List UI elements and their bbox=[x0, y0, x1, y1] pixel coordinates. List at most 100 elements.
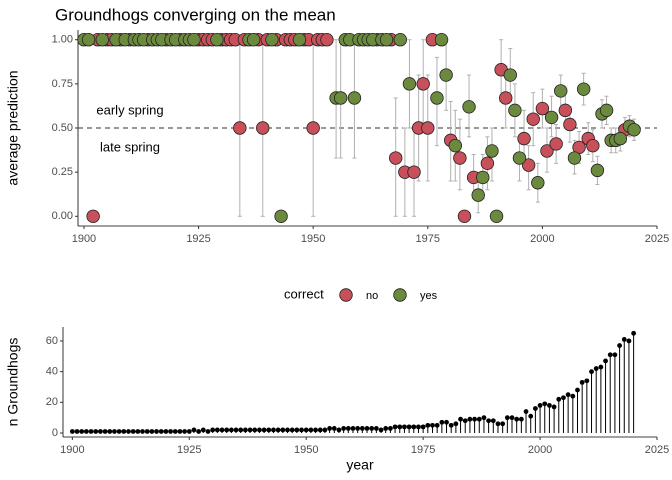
point bbox=[627, 123, 641, 137]
point bbox=[247, 427, 253, 433]
point bbox=[186, 429, 192, 434]
point bbox=[140, 429, 145, 434]
point bbox=[486, 418, 492, 424]
point bbox=[561, 395, 566, 401]
point bbox=[563, 117, 577, 132]
x-tick-label: 1900 bbox=[60, 444, 84, 456]
point bbox=[500, 421, 506, 427]
y-tick-label: 0.25 bbox=[52, 166, 73, 178]
point bbox=[177, 429, 183, 434]
point bbox=[294, 427, 300, 433]
point bbox=[612, 352, 618, 358]
y-tick-label: 0.75 bbox=[52, 78, 73, 90]
point bbox=[434, 33, 449, 47]
point bbox=[331, 426, 337, 431]
point bbox=[126, 429, 131, 434]
point bbox=[480, 156, 495, 171]
point bbox=[476, 170, 490, 185]
point bbox=[200, 427, 206, 433]
point bbox=[364, 426, 370, 431]
point bbox=[599, 103, 614, 118]
point bbox=[416, 424, 421, 430]
legend-label: yes bbox=[420, 290, 438, 302]
x-tick-label: 1925 bbox=[177, 444, 201, 456]
x-tick-label: 1975 bbox=[411, 444, 435, 456]
point bbox=[514, 416, 520, 422]
point bbox=[214, 427, 220, 433]
point bbox=[402, 424, 407, 430]
point bbox=[69, 429, 75, 434]
point bbox=[554, 84, 568, 98]
point bbox=[317, 427, 323, 433]
point bbox=[98, 429, 103, 434]
point bbox=[397, 424, 403, 430]
point bbox=[88, 429, 94, 434]
point bbox=[308, 427, 314, 433]
point bbox=[233, 121, 247, 135]
point bbox=[586, 138, 600, 153]
point bbox=[135, 429, 141, 434]
point bbox=[79, 429, 85, 434]
point bbox=[345, 426, 351, 431]
legend-label: no bbox=[366, 290, 378, 302]
point bbox=[526, 112, 540, 126]
point bbox=[430, 91, 444, 105]
point bbox=[517, 131, 531, 146]
y-tick-label: 40 bbox=[46, 366, 58, 378]
point bbox=[416, 77, 430, 91]
point bbox=[172, 429, 178, 434]
point bbox=[266, 427, 272, 433]
point bbox=[196, 429, 202, 434]
point bbox=[521, 158, 536, 172]
point bbox=[373, 426, 379, 431]
point bbox=[631, 330, 637, 336]
point bbox=[130, 429, 136, 434]
point bbox=[434, 422, 440, 428]
point bbox=[187, 33, 201, 47]
point bbox=[280, 427, 286, 433]
legend-swatch bbox=[393, 288, 407, 302]
x-tick-label: 1975 bbox=[416, 233, 440, 245]
point bbox=[467, 416, 473, 422]
point bbox=[81, 33, 96, 47]
point bbox=[508, 103, 522, 118]
y-tick-label: 0 bbox=[52, 427, 58, 439]
point bbox=[306, 121, 320, 135]
point bbox=[565, 392, 571, 398]
x-tick-label: 2000 bbox=[530, 233, 554, 245]
point bbox=[453, 421, 459, 427]
point bbox=[448, 422, 454, 428]
point bbox=[607, 352, 613, 358]
point bbox=[523, 409, 529, 414]
point bbox=[593, 366, 599, 371]
point bbox=[154, 429, 159, 434]
point bbox=[388, 426, 393, 431]
point bbox=[210, 33, 224, 47]
x-tick-label: 2025 bbox=[645, 444, 669, 456]
point bbox=[112, 429, 117, 434]
point bbox=[191, 427, 197, 433]
point bbox=[485, 144, 499, 158]
point bbox=[579, 379, 585, 385]
point bbox=[439, 68, 453, 82]
point bbox=[210, 427, 216, 433]
point bbox=[567, 151, 582, 165]
point bbox=[383, 426, 389, 431]
x-tick-label: 1950 bbox=[301, 233, 325, 245]
point bbox=[512, 151, 527, 165]
point bbox=[74, 429, 80, 434]
point bbox=[547, 402, 552, 408]
annotation: early spring bbox=[96, 102, 163, 117]
point bbox=[347, 91, 362, 105]
point bbox=[261, 427, 267, 433]
annotation: late spring bbox=[100, 139, 160, 154]
point bbox=[233, 427, 239, 433]
point bbox=[509, 415, 515, 421]
point bbox=[336, 427, 342, 433]
chart-title: Groundhogs converging on the mean bbox=[55, 5, 336, 24]
point bbox=[121, 429, 127, 434]
point bbox=[476, 416, 482, 422]
point bbox=[265, 33, 279, 47]
point bbox=[598, 364, 604, 370]
point bbox=[420, 424, 426, 430]
